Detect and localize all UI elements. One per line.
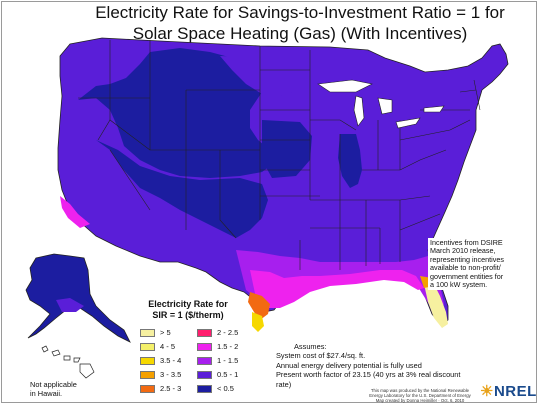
- legend-title-line-2: SIR = 1 ($/therm): [152, 310, 224, 320]
- incentives-note: Incentives from DSIRE March 2010 release…: [428, 238, 528, 291]
- legend-item: > 5: [140, 328, 171, 338]
- plains-dark-region: [262, 120, 312, 178]
- hawaii-note: Not applicable in Hawaii.: [30, 380, 77, 398]
- legend-item: 0.5 - 1: [197, 370, 238, 380]
- legend-item: 2 - 2.5: [197, 328, 238, 338]
- map-credit: This map was produced by the National Re…: [369, 388, 471, 403]
- title-line-1: Electricity Rate for Savings-to-Investme…: [95, 3, 505, 22]
- legend-item: 2.5 - 3: [140, 384, 181, 394]
- texas-coast-orange: [248, 292, 270, 320]
- legend-item: < 0.5: [197, 384, 234, 394]
- southwest-dark-region: [96, 140, 268, 238]
- nrel-logo: ☀NREL: [480, 383, 537, 400]
- florida-pale: [424, 284, 448, 328]
- legend-item: 1 - 1.5: [197, 356, 238, 366]
- title-line-2: Solar Space Heating (Gas) (With Incentiv…: [132, 24, 468, 43]
- gulf-coast-hot: [250, 270, 424, 308]
- legend-swatch: [140, 343, 155, 352]
- map-title: Electricity Rate for Savings-to-Investme…: [80, 2, 520, 44]
- legend-item: 3 - 3.5: [140, 370, 181, 380]
- legend-title: Electricity Rate for SIR = 1 ($/therm): [128, 299, 248, 321]
- alaska: [25, 253, 131, 343]
- texas-coast-yellow: [252, 312, 264, 332]
- legend-swatch: [197, 329, 212, 338]
- legend-swatch: [140, 371, 155, 380]
- illinois-dark: [338, 134, 362, 188]
- legend-swatch: [140, 385, 155, 394]
- legend-item: 4 - 5: [140, 342, 175, 352]
- california-coast-hot: [60, 196, 90, 228]
- legend-title-line-1: Electricity Rate for: [148, 299, 228, 309]
- legend-swatch: [197, 357, 212, 366]
- assumptions-title: Assumes:: [294, 342, 327, 351]
- legend-item: 3.5 - 4: [140, 356, 181, 366]
- sun-rays-icon: ☀: [480, 383, 494, 400]
- legend-swatch: [197, 371, 212, 380]
- legend-swatch: [140, 357, 155, 366]
- legend-swatch: [140, 329, 155, 338]
- legend-item: 1.5 - 2: [197, 342, 238, 352]
- legend-swatch: [197, 343, 212, 352]
- gulf-coast-band: [236, 250, 444, 318]
- west-dark-region: [78, 48, 270, 178]
- state-borders: [78, 40, 481, 270]
- legend-swatch: [197, 385, 212, 394]
- great-lakes: [317, 79, 445, 129]
- hawaii: [41, 345, 95, 379]
- assumptions-note: Assumes: System cost of $27.4/sq. ft. An…: [276, 342, 476, 389]
